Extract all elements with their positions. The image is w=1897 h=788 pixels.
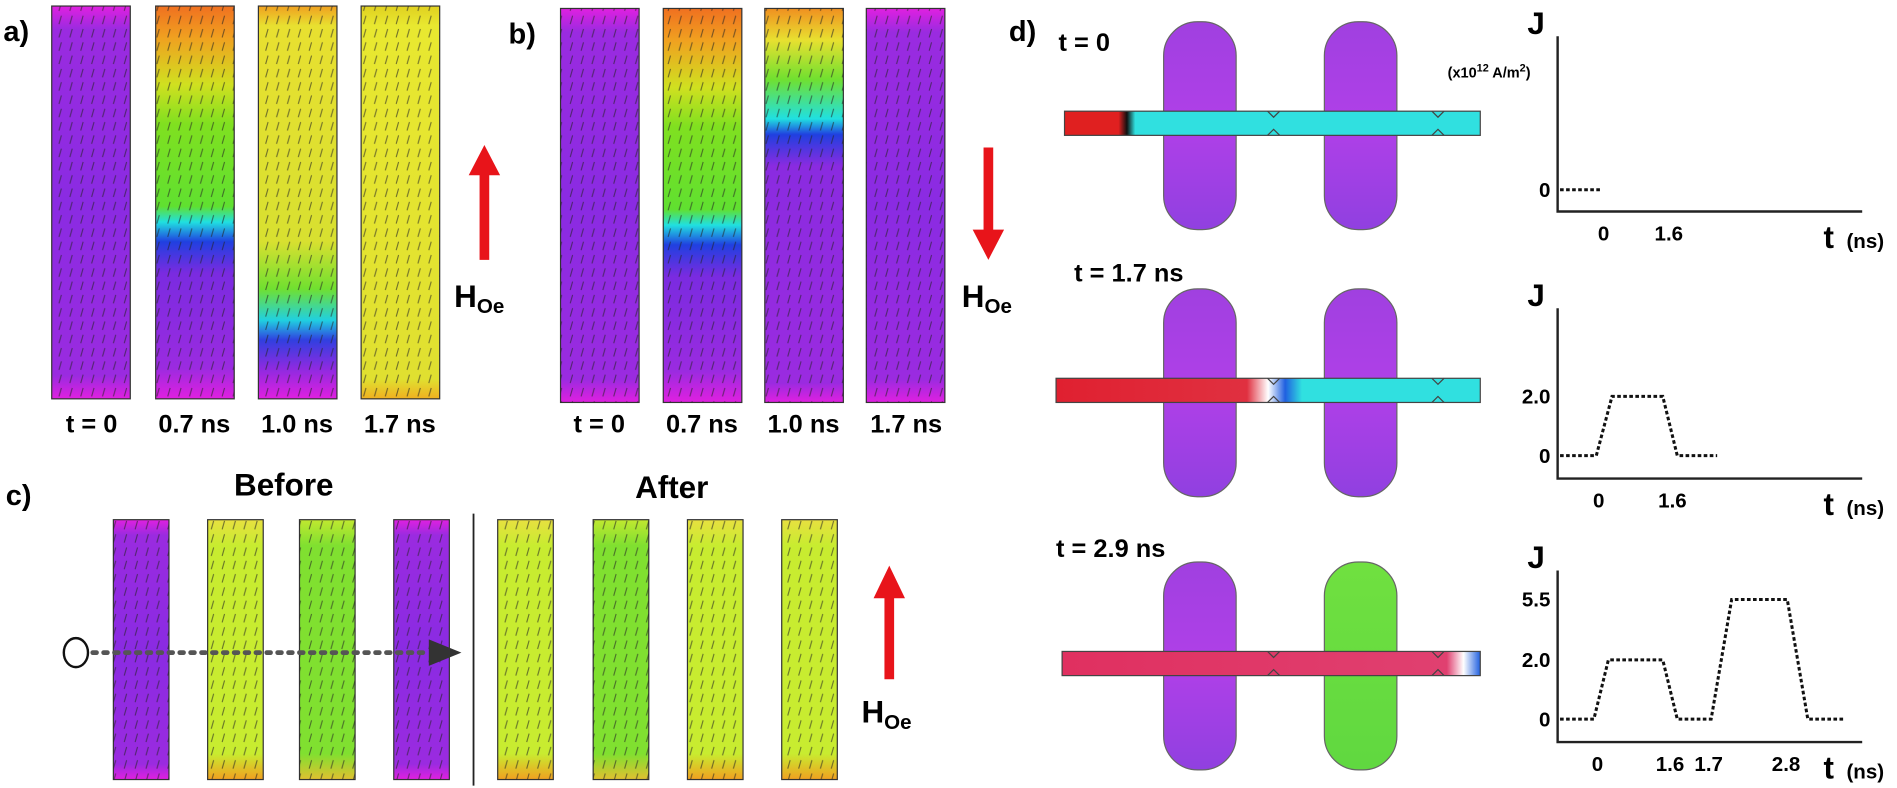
spin-texture — [593, 519, 649, 780]
x-axis-label: t — [1824, 750, 1835, 785]
time-label: t = 0 — [1058, 29, 1109, 57]
time-label: t = 2.9 ns — [1056, 535, 1165, 563]
x-axis-unit: (ns) — [1846, 760, 1884, 783]
spin-texture — [207, 519, 264, 780]
x-axis-label: t — [1824, 220, 1835, 255]
y-tick-label: 0 — [1539, 179, 1550, 202]
spin-texture — [51, 6, 131, 399]
time-label: 0.7 ns — [158, 411, 230, 439]
x-tick-label: 2.8 — [1772, 753, 1801, 776]
y-axis-label: J — [1527, 278, 1544, 313]
notch — [1431, 651, 1445, 677]
spin-texture — [560, 8, 640, 403]
y-tick-label: 0 — [1539, 445, 1550, 468]
time-label: 0.7 ns — [666, 411, 738, 439]
spin-texture — [299, 519, 356, 780]
panel-label: d) — [1009, 16, 1036, 48]
y-tick-label: 2.0 — [1522, 649, 1551, 672]
spin-texture — [113, 519, 169, 780]
unit-label: (x1012 A/m2) — [1448, 62, 1531, 81]
x-tick-label: 1.6 — [1655, 223, 1684, 246]
devices — [1055, 21, 1481, 771]
x-tick-label: 0 — [1592, 753, 1603, 776]
y-tick-label: 5.5 — [1522, 589, 1551, 612]
spin-texture — [155, 6, 235, 399]
x-tick-label: 1.7 — [1694, 753, 1723, 776]
field-label: HOe — [454, 279, 504, 318]
panel-label: c) — [6, 480, 32, 512]
x-axis-label: t — [1824, 487, 1835, 522]
probe-arrowhead — [428, 639, 462, 666]
spin-texture — [764, 8, 844, 403]
spin-texture — [361, 6, 440, 399]
x-axis-unit: (ns) — [1846, 230, 1884, 253]
y-axis-label: J — [1527, 6, 1544, 41]
y-tick-label: 0 — [1539, 708, 1550, 731]
field-arrow — [873, 565, 905, 680]
time-label: 1.7 ns — [364, 411, 436, 439]
wire — [1063, 110, 1481, 136]
x-tick-label: 1.6 — [1658, 490, 1687, 513]
y-tick-label: 2.0 — [1522, 386, 1551, 409]
spin-texture — [866, 8, 945, 403]
time-label: 1.7 ns — [870, 411, 942, 439]
wire — [1055, 377, 1481, 404]
time-label: t = 1.7 ns — [1074, 260, 1183, 288]
stripes — [51, 5, 946, 781]
before-label: Before — [234, 468, 333, 503]
time-label: t = 0 — [66, 411, 117, 439]
axes — [1556, 308, 1863, 480]
after-label: After — [635, 470, 708, 505]
y-axis-label: J — [1527, 540, 1544, 575]
spin-texture — [497, 519, 554, 780]
axes — [1556, 570, 1863, 744]
spin-texture — [258, 6, 337, 399]
panel-label: a) — [3, 16, 29, 48]
x-tick-label: 0 — [1598, 223, 1609, 246]
pulse — [1560, 394, 1718, 458]
notch — [1267, 651, 1281, 677]
time-label: 1.0 ns — [261, 411, 333, 439]
probe-circle — [62, 636, 90, 669]
field-label: HOe — [861, 695, 911, 734]
pulse-plots: t = 0 J 0 0 1.6 t (ns) t = 1.7 ns J 2.0 0 0 1.6 t (ns)… — [1056, 6, 1884, 785]
notch — [1267, 110, 1281, 136]
time-label: 1.0 ns — [768, 411, 840, 439]
field-arrow — [468, 145, 501, 260]
spin-texture — [663, 8, 742, 403]
notch — [1431, 110, 1445, 136]
spin-texture — [781, 519, 838, 780]
notch — [1267, 377, 1281, 403]
x-tick-label: 0 — [1593, 490, 1604, 513]
pulse — [1560, 597, 1845, 721]
field-label: HOe — [962, 279, 1012, 318]
field-arrow — [972, 147, 1005, 260]
panel-label: b) — [509, 19, 536, 51]
spin-texture — [687, 519, 744, 780]
x-axis-unit: (ns) — [1846, 497, 1884, 520]
notch — [1431, 377, 1445, 403]
time-label: t = 0 — [573, 411, 624, 439]
x-tick-label: 1.6 — [1656, 753, 1685, 776]
axes — [1556, 36, 1863, 213]
